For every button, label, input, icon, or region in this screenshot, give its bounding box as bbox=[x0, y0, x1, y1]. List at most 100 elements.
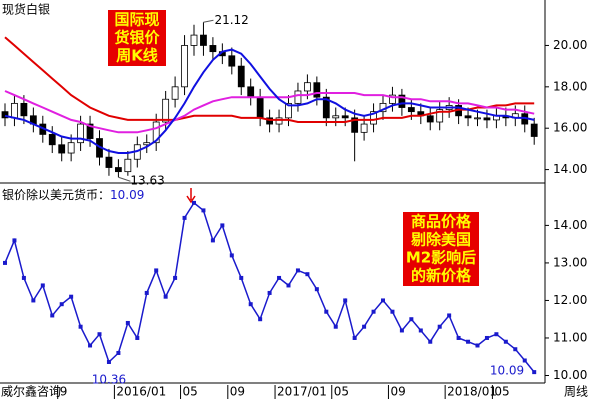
panel-label-text: 银价除以美元货币： bbox=[2, 187, 110, 202]
point bbox=[69, 294, 74, 299]
y-tick-label: 13.00 bbox=[553, 255, 587, 269]
point bbox=[125, 320, 130, 325]
point bbox=[277, 275, 282, 280]
candle-body bbox=[370, 111, 377, 125]
candle-body bbox=[247, 86, 255, 98]
candle-body bbox=[266, 117, 274, 125]
moving-average bbox=[4, 36, 535, 123]
y-tick-label: 14.00 bbox=[553, 162, 587, 176]
point bbox=[258, 317, 263, 322]
point bbox=[40, 283, 45, 288]
point bbox=[267, 290, 272, 295]
point bbox=[78, 324, 83, 329]
point bbox=[286, 283, 291, 288]
candle-body bbox=[1, 111, 9, 119]
badge-line: 剔除美国 bbox=[410, 231, 471, 249]
point bbox=[390, 309, 395, 314]
candle-body bbox=[474, 117, 481, 120]
moving-average bbox=[4, 90, 535, 134]
point bbox=[31, 298, 36, 303]
low-label: 13.63 bbox=[130, 174, 164, 188]
y-tick-label: 10.00 bbox=[553, 368, 587, 382]
candle-body bbox=[190, 34, 198, 46]
arrow bbox=[186, 188, 196, 204]
candle-body bbox=[313, 82, 321, 98]
candle-body bbox=[464, 115, 472, 119]
point bbox=[163, 294, 168, 299]
badge-box bbox=[108, 10, 166, 66]
point bbox=[513, 347, 518, 352]
badge-line: 国际现 bbox=[114, 11, 159, 29]
y-tick-label: 18.00 bbox=[553, 79, 587, 93]
y-tick-label: 14.00 bbox=[553, 218, 587, 232]
point bbox=[12, 238, 17, 243]
point bbox=[97, 332, 102, 337]
y-tick-label: 12.00 bbox=[553, 293, 587, 307]
point bbox=[135, 335, 140, 340]
point bbox=[522, 358, 527, 363]
candle-body bbox=[407, 107, 415, 113]
candle-body bbox=[209, 45, 217, 53]
point bbox=[50, 313, 55, 318]
point bbox=[192, 200, 196, 205]
point bbox=[371, 309, 376, 314]
candle-body bbox=[436, 109, 444, 123]
point bbox=[59, 302, 64, 307]
point bbox=[447, 313, 452, 318]
point bbox=[144, 290, 149, 295]
point bbox=[248, 302, 253, 307]
point bbox=[456, 335, 461, 340]
candle-body bbox=[341, 115, 349, 119]
point bbox=[295, 268, 300, 273]
candle-body bbox=[303, 82, 311, 92]
value-label: 10.09 bbox=[490, 364, 524, 378]
candle-body bbox=[152, 121, 160, 144]
current-value: 10.09 bbox=[110, 188, 144, 202]
chart-title: 现货白银 bbox=[2, 2, 50, 17]
x-tick-label: 9 bbox=[60, 385, 68, 399]
point bbox=[381, 298, 385, 303]
candle-body bbox=[171, 86, 179, 100]
x-axis-label: 周线 bbox=[564, 385, 588, 399]
candle-body bbox=[105, 156, 113, 168]
y-tick-label: 11.00 bbox=[553, 330, 587, 344]
point bbox=[314, 287, 319, 292]
candle-body bbox=[162, 98, 170, 123]
point bbox=[154, 268, 159, 273]
x-tick-label: 2017/01 bbox=[277, 385, 327, 399]
candle-body bbox=[86, 123, 94, 139]
candle-body bbox=[351, 117, 359, 133]
candle-body bbox=[115, 167, 122, 173]
badge-line: 的新价格 bbox=[411, 267, 472, 285]
x-tick-label: 2016/01 bbox=[116, 385, 166, 399]
candle-body bbox=[228, 55, 236, 67]
point bbox=[494, 332, 499, 337]
point bbox=[324, 309, 329, 314]
point bbox=[437, 324, 442, 329]
badge-line: 商品价格 bbox=[411, 213, 472, 231]
badge-line: M2影响后 bbox=[406, 249, 476, 267]
candle-body bbox=[426, 115, 434, 123]
y-tick-label: 20.00 bbox=[553, 38, 587, 52]
point bbox=[201, 208, 206, 213]
point bbox=[475, 343, 480, 348]
point bbox=[362, 324, 367, 329]
point bbox=[210, 238, 215, 243]
candle-body bbox=[530, 123, 538, 137]
candle-body bbox=[389, 94, 396, 104]
candle-body bbox=[48, 134, 56, 146]
x-tick-label: 05 bbox=[183, 385, 198, 399]
candle-body bbox=[20, 102, 28, 117]
candle-body bbox=[58, 144, 66, 154]
y-tick-label: 16.00 bbox=[553, 121, 587, 135]
candle-body bbox=[285, 102, 292, 119]
candle-body bbox=[11, 102, 18, 119]
badge-line: 周K线 bbox=[116, 47, 158, 65]
leader-line bbox=[203, 19, 214, 23]
point bbox=[503, 339, 508, 344]
value-label: 10.36 bbox=[92, 372, 126, 386]
point bbox=[418, 328, 423, 333]
point bbox=[305, 272, 310, 277]
candle-body bbox=[200, 34, 207, 46]
candle-body bbox=[322, 96, 330, 119]
